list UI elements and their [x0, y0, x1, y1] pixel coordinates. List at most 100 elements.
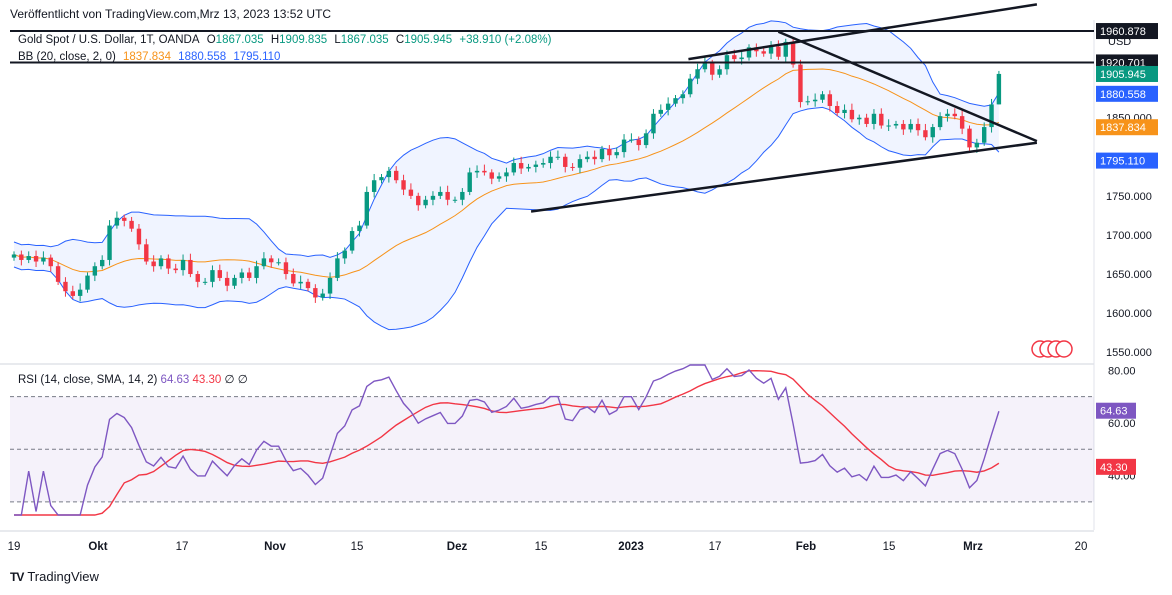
candle — [776, 40, 781, 60]
candle — [144, 238, 149, 265]
candle — [430, 191, 436, 206]
candle — [849, 103, 855, 123]
price-badge-bg — [1096, 85, 1158, 102]
candle-body — [504, 172, 509, 177]
candle-body — [379, 177, 384, 181]
candle-body — [239, 272, 245, 278]
bollinger-lower-line — [13, 106, 1000, 331]
candle-body — [188, 259, 193, 275]
candle-body — [224, 277, 230, 286]
candle-body — [55, 266, 61, 282]
high-label: H — [270, 34, 280, 46]
candle-body — [599, 148, 605, 160]
price-badge-bg — [1096, 152, 1158, 169]
candle — [717, 65, 722, 78]
candle — [107, 220, 112, 266]
candle-body — [394, 170, 399, 181]
price-badge-label: 1905.945 — [1100, 69, 1146, 81]
candle — [952, 108, 957, 120]
candle — [937, 112, 943, 131]
rsi-badge-bg — [1096, 402, 1136, 419]
candle-body — [592, 156, 597, 160]
candle — [283, 257, 289, 280]
candle — [857, 114, 862, 125]
candle — [599, 145, 605, 163]
candle-body — [210, 270, 215, 282]
candle-body — [548, 156, 553, 164]
candle-body — [982, 127, 987, 143]
candle — [254, 260, 259, 284]
rsi-badge-label: 64.63 — [1100, 406, 1128, 418]
candle-body — [335, 258, 340, 278]
candle-body — [100, 259, 105, 267]
candle-body — [247, 272, 252, 278]
time-tick-label: 17 — [709, 541, 722, 553]
trendline-3 — [777, 30, 1038, 143]
price-tick-label: 1650.000 — [1106, 269, 1152, 281]
candle-body — [496, 176, 502, 179]
candle-body — [158, 258, 164, 267]
candle-body — [173, 268, 178, 271]
candle-body — [357, 225, 362, 232]
candle-body — [680, 94, 686, 99]
candle-body — [452, 199, 458, 201]
candle — [842, 104, 847, 119]
candle — [357, 220, 362, 237]
candle-body — [26, 256, 31, 260]
candle-body — [849, 109, 855, 120]
symbol-title[interactable]: Gold Spot / U.S. Dollar, 1T, OANDA — [18, 34, 200, 46]
price-badge: 1837.834 — [1096, 119, 1158, 136]
candle — [805, 95, 810, 106]
candle — [665, 97, 671, 116]
bb-indicator-name[interactable]: BB (20, close, 2, 0) — [18, 51, 116, 63]
rsi-sma-value: 43.30 — [192, 374, 222, 386]
candle-body — [629, 139, 634, 141]
candle — [496, 172, 502, 182]
price-badge-label: 1795.110 — [1100, 156, 1145, 168]
candle — [122, 214, 127, 227]
price-badge: 1795.110 — [1096, 152, 1158, 169]
rsi-indicator-name[interactable]: RSI (14, close, SMA, 14, 2) — [18, 374, 158, 386]
time-tick-label: Nov — [264, 541, 286, 553]
candle — [621, 134, 627, 158]
candle — [151, 255, 156, 272]
candle — [26, 251, 31, 264]
rsi-sma-line — [14, 369, 1000, 516]
candle-body — [195, 274, 200, 282]
candle — [798, 59, 803, 108]
candle-body — [805, 101, 810, 103]
candle-body — [371, 180, 377, 192]
candle — [577, 154, 583, 174]
candle-body — [563, 156, 568, 167]
candle-body — [577, 159, 583, 168]
candle-body — [489, 172, 494, 179]
candle-body — [482, 170, 487, 173]
candle-body — [41, 257, 46, 262]
candle — [342, 247, 347, 264]
candle — [908, 119, 913, 133]
candle-body — [702, 62, 708, 70]
low-value: 1867.035 — [340, 34, 389, 46]
candle-body — [364, 191, 369, 226]
candle — [401, 174, 406, 196]
price-tick-label: 1750.000 — [1106, 191, 1152, 203]
candle-body — [107, 225, 112, 260]
candle-body — [732, 55, 737, 60]
candle — [371, 173, 377, 198]
candle — [232, 274, 237, 289]
candle-body — [129, 220, 134, 229]
candle — [408, 183, 414, 199]
candle — [48, 254, 53, 272]
price-badge-label: 1880.558 — [1100, 89, 1146, 101]
candle — [217, 264, 222, 282]
rsi-tick-label: 80.00 — [1108, 365, 1136, 377]
candle-body — [386, 170, 392, 178]
candle — [239, 268, 245, 284]
candle — [335, 252, 340, 282]
candle-body — [48, 257, 53, 267]
time-tick-label: Mrz — [963, 541, 983, 553]
candle — [673, 95, 678, 107]
footer-brand: TV TradingView — [10, 569, 99, 584]
candle — [180, 254, 186, 276]
